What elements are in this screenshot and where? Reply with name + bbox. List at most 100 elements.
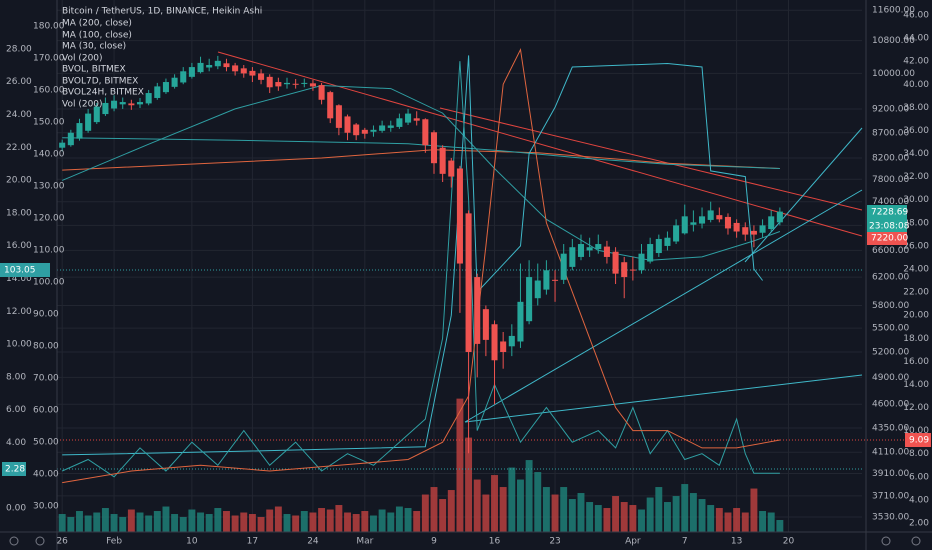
volume-bar (508, 467, 516, 532)
y2-tick-label: 28.00 (903, 218, 929, 228)
candle-body (396, 118, 403, 127)
legend-item: MA (200, close) (62, 19, 132, 29)
y2-tick-label: 24.00 (903, 264, 929, 274)
volume-bar (560, 487, 568, 532)
y2-tick-label: 2.00 (909, 518, 929, 528)
candle-body (335, 105, 342, 128)
candle-body (465, 213, 472, 353)
candle-body (214, 60, 221, 67)
volume-bar (205, 514, 213, 532)
candle-body (768, 216, 775, 230)
y-tick-label: 6200.00 (872, 273, 909, 283)
volume-bar (361, 511, 369, 532)
candle-body (136, 102, 144, 105)
volume-bar (594, 505, 602, 532)
icon[interactable] (9, 536, 19, 546)
y3-tick-label: 16.00 (6, 241, 32, 251)
y3-tick-label: 6.00 (6, 405, 26, 415)
candle-body (67, 132, 74, 146)
volume-bar (352, 514, 360, 532)
candle-body (655, 238, 662, 254)
candle-body (171, 77, 178, 87)
candle-body (405, 113, 412, 123)
x-tick-label: 16 (489, 537, 501, 547)
candle-body (733, 222, 740, 232)
candle-body (301, 82, 308, 84)
candle-body (491, 324, 498, 361)
candle-body (448, 160, 455, 177)
y-tick-label: 10800.00 (872, 36, 915, 46)
candle-body (111, 100, 118, 109)
x-tick-label: 10 (186, 537, 198, 547)
y2-tick-label: 16.00 (903, 357, 929, 367)
y-tick-label: 7800.00 (872, 175, 909, 185)
candle-body (180, 71, 187, 83)
y-tick-label: 4110.00 (872, 448, 909, 458)
y2-tick-label: 42.00 (903, 57, 929, 67)
y2-tick-label: 10.00 (903, 426, 929, 436)
y3-tick-label: 0.00 (6, 504, 26, 514)
volume-bar (707, 505, 715, 532)
volume-bar (283, 514, 291, 532)
candle-body (724, 216, 732, 229)
candle-body (361, 129, 368, 134)
volume-bar (119, 517, 127, 532)
price-labels: 7228.69 23:08:08 7220.00 9.09 103.05 2.2… (0, 205, 931, 476)
volume-bar (733, 508, 741, 532)
volume-bar (638, 509, 645, 532)
x-tick-label: Feb (106, 537, 122, 547)
candle-body (595, 244, 602, 250)
candle-body (612, 251, 619, 274)
candle-body (102, 102, 109, 115)
volume-bar (577, 493, 585, 532)
volume-bar (767, 512, 775, 532)
icon[interactable] (911, 536, 921, 546)
y-tick-label: 10000.00 (872, 69, 915, 79)
y2-tick-label: 38.00 (903, 103, 929, 113)
toolbar-icons[interactable] (9, 536, 921, 546)
candle-body (673, 225, 680, 242)
volume-bar (465, 437, 473, 532)
candle-body (681, 216, 688, 234)
candle-body (197, 62, 204, 73)
volume-bar (179, 517, 187, 532)
y4-last: 103.05 (4, 266, 36, 276)
candle-body (318, 85, 325, 100)
candle-body (474, 277, 481, 344)
volume-bar (162, 506, 170, 532)
label-box (905, 433, 931, 447)
icon[interactable] (35, 536, 45, 546)
volume-bar (542, 487, 550, 532)
y3-tick-label: 8.00 (6, 372, 26, 382)
candle-body (543, 270, 550, 290)
volume-bar (214, 508, 222, 532)
candle-body (59, 142, 66, 148)
volume-bar (646, 497, 654, 532)
volume-bar (620, 502, 628, 532)
volume-bar (741, 512, 749, 532)
y-tick-label: 9200.00 (872, 104, 909, 114)
volume-bar (681, 484, 689, 532)
y4-tick-label: 150.00 (33, 117, 65, 127)
candle-body (482, 309, 489, 340)
y-tick-label: 3710.00 (872, 491, 909, 501)
candle-body (249, 70, 256, 76)
volume-bar (672, 496, 680, 532)
y-tick-label: 4900.00 (872, 373, 909, 383)
label-box (867, 232, 907, 245)
indicator-line (61, 61, 780, 478)
candle-body (534, 280, 541, 299)
y4-tick-label: 50.00 (33, 438, 59, 448)
candle-body (526, 277, 533, 322)
y2-tick-label: 30.00 (903, 195, 929, 205)
candle-body (586, 247, 593, 251)
volume-bar (240, 512, 248, 532)
y-tick-label: 6600.00 (872, 246, 909, 256)
volume-bar (439, 499, 447, 532)
icon[interactable] (881, 536, 891, 546)
y2-tick-label: 4.00 (909, 495, 929, 505)
x-tick-label: 9 (431, 537, 437, 547)
y2-tick-label: 20.00 (903, 311, 929, 321)
candle-body (560, 253, 567, 280)
candle-body (647, 244, 654, 262)
